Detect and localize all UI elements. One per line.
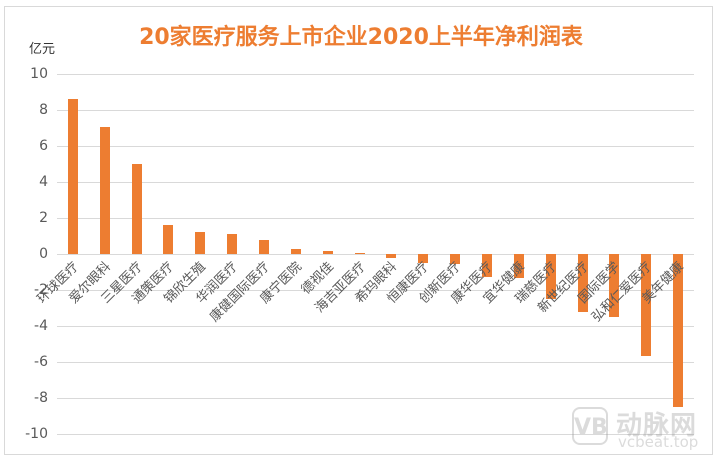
gridline [57, 398, 694, 399]
gridline [57, 74, 694, 75]
bar [322, 251, 333, 255]
y-tick-label: 2 [39, 210, 48, 226]
bar [386, 254, 397, 258]
y-tick-label: -10 [25, 426, 48, 442]
gridline [57, 290, 694, 291]
gridline [57, 362, 694, 363]
watermark-brand: 动脉网 [616, 411, 698, 441]
y-tick-label: -8 [34, 390, 48, 406]
bar [545, 254, 556, 300]
bar [195, 231, 206, 255]
vb-logo-icon: VB [572, 407, 608, 445]
gridline [57, 182, 694, 183]
bar [513, 254, 524, 278]
bar [673, 254, 684, 408]
gridline [57, 254, 694, 255]
bar [418, 254, 429, 264]
y-tick-label: 8 [39, 102, 48, 118]
bar [163, 224, 174, 255]
bar [354, 252, 365, 255]
bar [131, 163, 142, 255]
bar [227, 233, 238, 255]
y-tick-label: 0 [39, 246, 48, 262]
bar [259, 239, 270, 255]
y-tick-label: -6 [34, 354, 48, 370]
bar [290, 248, 301, 255]
bar [641, 254, 652, 356]
y-axis-unit-label: 亿元 [29, 42, 56, 57]
gridline [57, 146, 694, 147]
y-tick-label: -4 [34, 318, 48, 334]
y-tick-label: -2 [34, 282, 48, 298]
y-tick-label: 4 [39, 174, 48, 190]
gridline [57, 110, 694, 111]
y-tick-label: 6 [39, 138, 48, 154]
gridline [57, 326, 694, 327]
bar [450, 254, 461, 265]
bar [99, 127, 110, 255]
bar [481, 254, 492, 277]
watermark-site: vcbeat.top [618, 433, 699, 451]
chart-title: 20家医疗服务上市企业2020上半年净利润表 [139, 25, 583, 50]
watermark: VB 动脉网 vcbeat.top [572, 405, 712, 455]
gridline [57, 434, 694, 435]
bar [609, 254, 620, 318]
bar [67, 98, 78, 255]
gridline [57, 218, 694, 219]
y-tick-label: 10 [30, 66, 48, 82]
bar [577, 254, 588, 312]
chart-frame [4, 6, 713, 455]
